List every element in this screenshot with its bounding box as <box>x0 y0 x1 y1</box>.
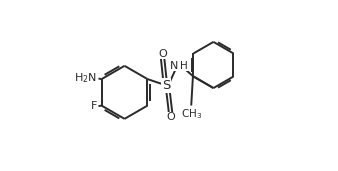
Text: H$_2$N: H$_2$N <box>74 71 97 85</box>
Text: F: F <box>91 101 97 111</box>
Text: N: N <box>170 61 179 71</box>
Text: O: O <box>166 112 175 122</box>
Text: H: H <box>180 61 188 71</box>
Text: CH$_3$: CH$_3$ <box>180 107 202 121</box>
Text: O: O <box>158 49 167 59</box>
Text: S: S <box>162 79 171 92</box>
